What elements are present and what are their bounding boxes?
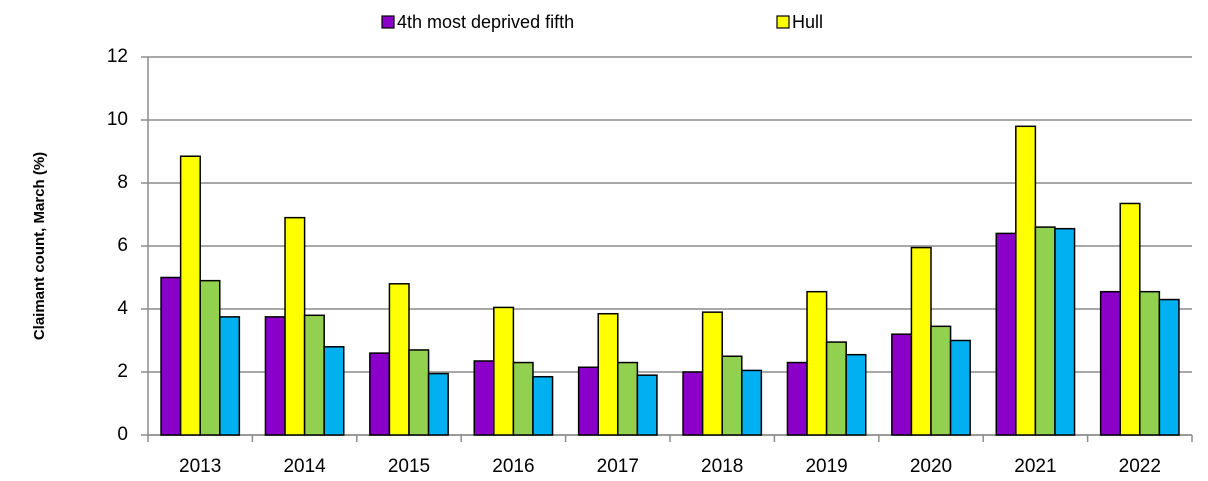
bar <box>825 341 847 436</box>
bar <box>1119 202 1141 436</box>
legend-label: 4th most deprived fifth <box>397 12 574 32</box>
bar <box>806 290 828 436</box>
bar <box>721 355 743 436</box>
bar <box>786 361 808 436</box>
bar <box>427 372 449 436</box>
y-tick-label: 6 <box>117 235 128 256</box>
bar <box>199 279 221 436</box>
bar <box>845 353 867 436</box>
bar <box>701 311 723 436</box>
bar <box>493 306 515 436</box>
y-tick-label: 8 <box>117 172 128 193</box>
bar <box>388 283 410 436</box>
bar <box>179 155 201 436</box>
y-tick-label: 2 <box>117 361 128 382</box>
bar <box>532 375 554 436</box>
x-tick-label: 2019 <box>805 456 847 477</box>
bar <box>512 361 534 436</box>
bar <box>323 346 345 436</box>
bar <box>891 333 913 436</box>
bar <box>284 216 306 436</box>
bar <box>219 316 241 436</box>
bar <box>930 325 952 436</box>
bar <box>1034 226 1056 436</box>
bar <box>1139 290 1161 436</box>
bar <box>949 339 971 436</box>
x-tick-label: 2018 <box>701 456 743 477</box>
bar <box>1015 125 1037 436</box>
bar <box>995 232 1017 436</box>
bar <box>369 352 391 436</box>
bar <box>682 371 704 436</box>
bar <box>160 276 182 436</box>
bar <box>303 314 325 436</box>
bar <box>264 316 286 436</box>
x-tick-label: 2013 <box>179 456 221 477</box>
x-tick-label: 2015 <box>388 456 430 477</box>
legend-swatch <box>776 15 790 29</box>
bar <box>1054 227 1076 436</box>
legend-label: Hull <box>792 12 823 32</box>
x-tick-label: 2014 <box>283 456 326 477</box>
bar <box>741 369 763 436</box>
x-tick-label: 2016 <box>492 456 534 477</box>
bar <box>636 374 658 436</box>
bar <box>617 361 639 436</box>
bar <box>597 312 619 436</box>
legend-swatch <box>381 15 395 29</box>
bar <box>408 349 430 436</box>
x-tick-label: 2020 <box>910 456 952 477</box>
x-tick-label: 2017 <box>597 456 639 477</box>
y-tick-label: 10 <box>107 109 128 130</box>
y-tick-label: 0 <box>117 424 128 445</box>
bar <box>1158 298 1180 436</box>
bar <box>473 360 495 436</box>
y-tick-label: 4 <box>117 298 128 319</box>
y-tick-label: 12 <box>107 46 128 67</box>
bar <box>1099 290 1121 436</box>
bar <box>577 366 599 436</box>
x-tick-label: 2021 <box>1014 456 1056 477</box>
x-tick-label: 2022 <box>1119 456 1161 477</box>
bar <box>910 246 932 436</box>
y-axis-label: Claimant count, March (%) <box>31 152 48 340</box>
